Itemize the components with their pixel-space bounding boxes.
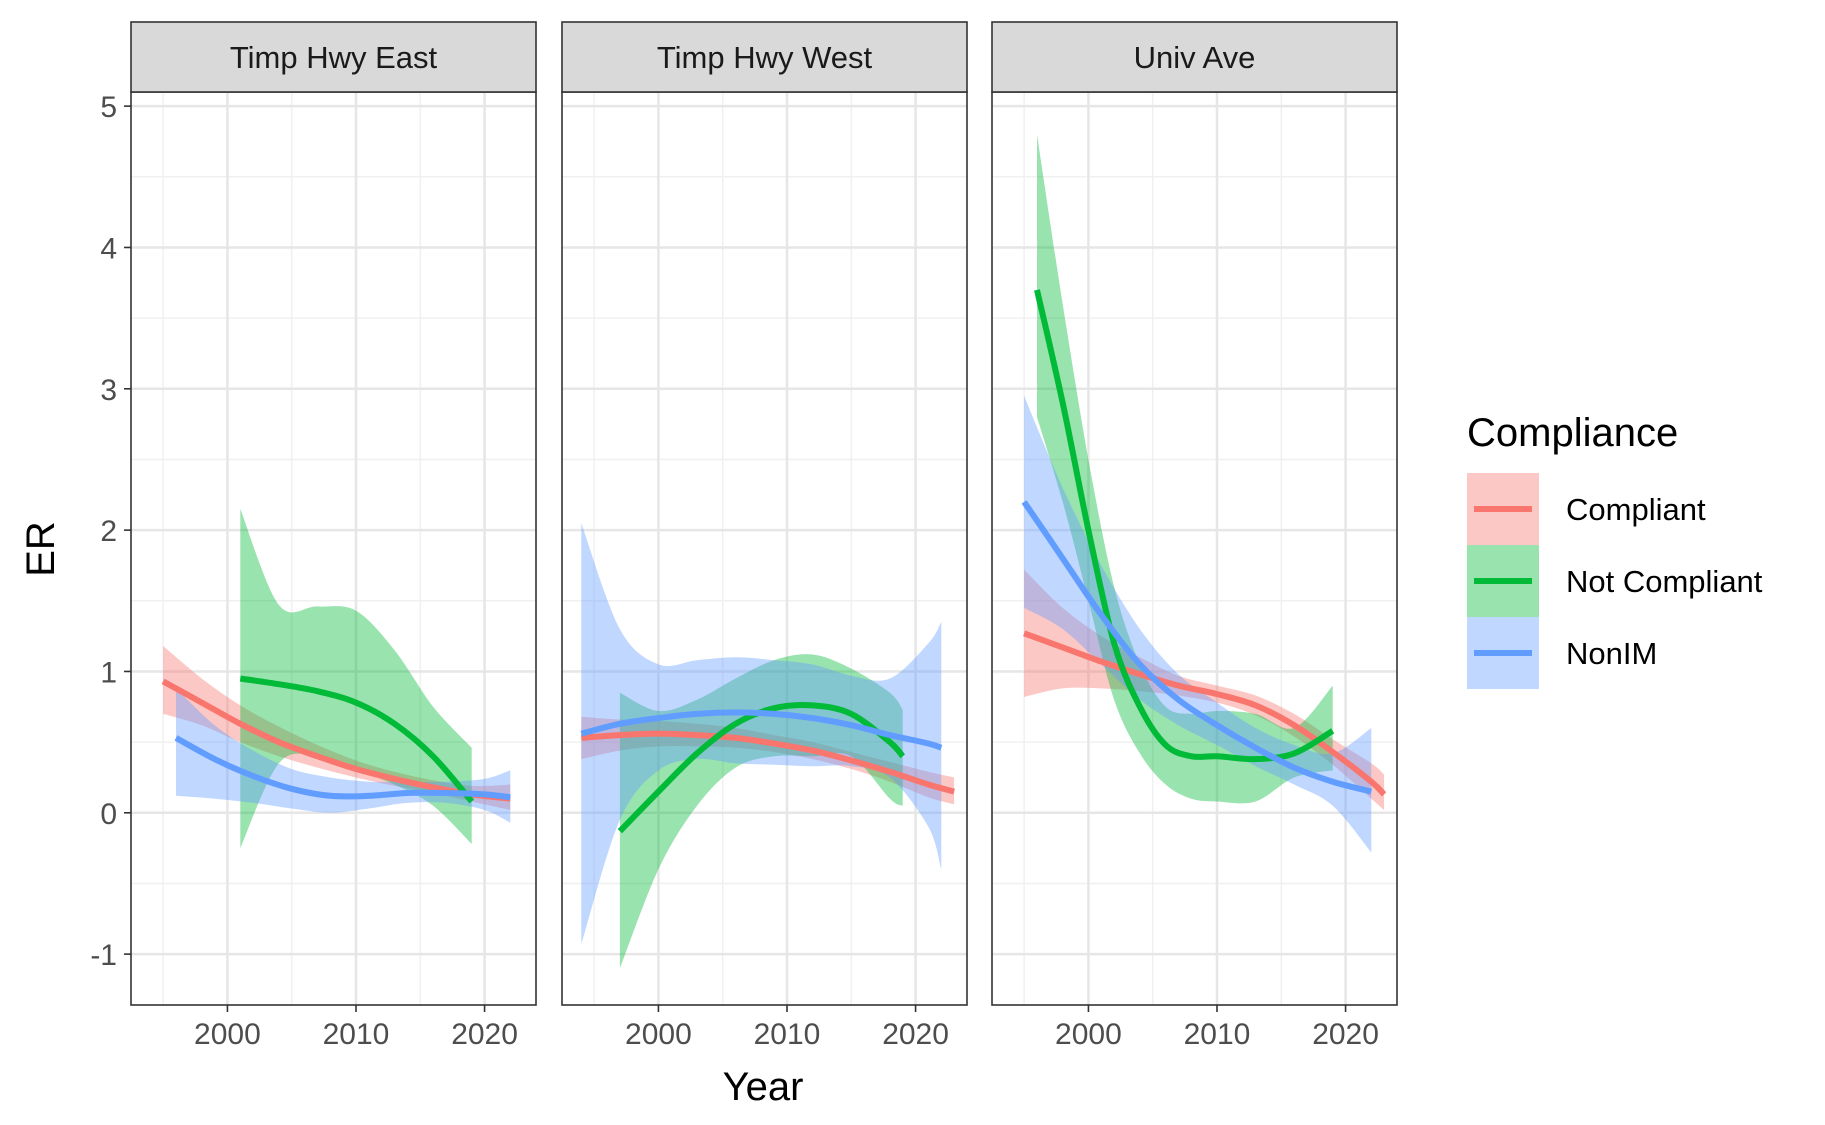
ribbon-nonim [581, 523, 942, 945]
x-tick-label: 2000 [194, 1018, 261, 1051]
strip-label: Univ Ave [1134, 40, 1256, 75]
legend-item-not-compliant: Not Compliant [1467, 545, 1763, 617]
y-tick-label: 0 [100, 798, 117, 831]
strip-background [561, 21, 968, 93]
y-axis-title: ER [19, 521, 63, 577]
line-nonim [174, 735, 511, 801]
panel-data [161, 508, 511, 849]
ribbon-compliant [581, 716, 955, 805]
x-tick-label: 2000 [1055, 1018, 1122, 1051]
y-tick-label: 5 [100, 91, 117, 124]
panel-data [580, 523, 955, 969]
panel-timp-hwy-west: Timp Hwy West 2000 2010 2020 [561, 21, 968, 1051]
x-axis-title: Year [723, 1065, 804, 1109]
line-nonim [1021, 500, 1373, 795]
legend: Compliance Compliant Not Compliant NonIM [1467, 411, 1763, 689]
strip-background [130, 21, 537, 93]
line-not-compliant [1034, 289, 1335, 763]
x-tick-label: 2020 [882, 1018, 949, 1051]
legend-item-nonim: NonIM [1467, 617, 1657, 689]
x-tick-label: 2020 [451, 1018, 518, 1051]
panel-univ-ave: Univ Ave 2000 2010 2020 [991, 21, 1398, 1051]
y-tick-label: -1 [90, 939, 117, 972]
y-tick-label: 2 [100, 515, 117, 548]
line-not-compliant [239, 675, 474, 804]
line-compliant [1023, 630, 1387, 797]
y-tick-label: 1 [100, 656, 117, 689]
line-nonim [580, 709, 943, 751]
panel-background [131, 92, 536, 1005]
legend-item-compliant: Compliant [1467, 473, 1706, 545]
x-tick-label: 2020 [1312, 1018, 1379, 1051]
x-tick-label: 2010 [323, 1018, 390, 1051]
line-compliant [581, 730, 955, 795]
y-tick-label: 4 [100, 232, 117, 265]
ribbon-nonim [1024, 395, 1372, 853]
strip-label: Timp Hwy East [230, 40, 438, 75]
panel-background [562, 92, 967, 1005]
y-tick-label: 3 [100, 374, 117, 407]
x-tick-label: 2000 [625, 1018, 692, 1051]
ribbon-not-compliant [240, 508, 472, 849]
legend-title: Compliance [1467, 411, 1678, 455]
legend-label: NonIM [1566, 636, 1657, 671]
x-tick-label: 2010 [754, 1018, 821, 1051]
panel-timp-hwy-east: Timp Hwy East 2000 2010 2020 -1 0 1 2 3 4 5 [90, 21, 537, 1051]
ribbon-nonim [176, 688, 511, 823]
legend-label: Compliant [1566, 492, 1706, 527]
x-tick-label: 2010 [1184, 1018, 1251, 1051]
legend-label: Not Compliant [1566, 564, 1763, 599]
strip-label: Timp Hwy West [657, 40, 873, 75]
panel-data [1021, 134, 1387, 853]
strip-background [991, 21, 1398, 93]
